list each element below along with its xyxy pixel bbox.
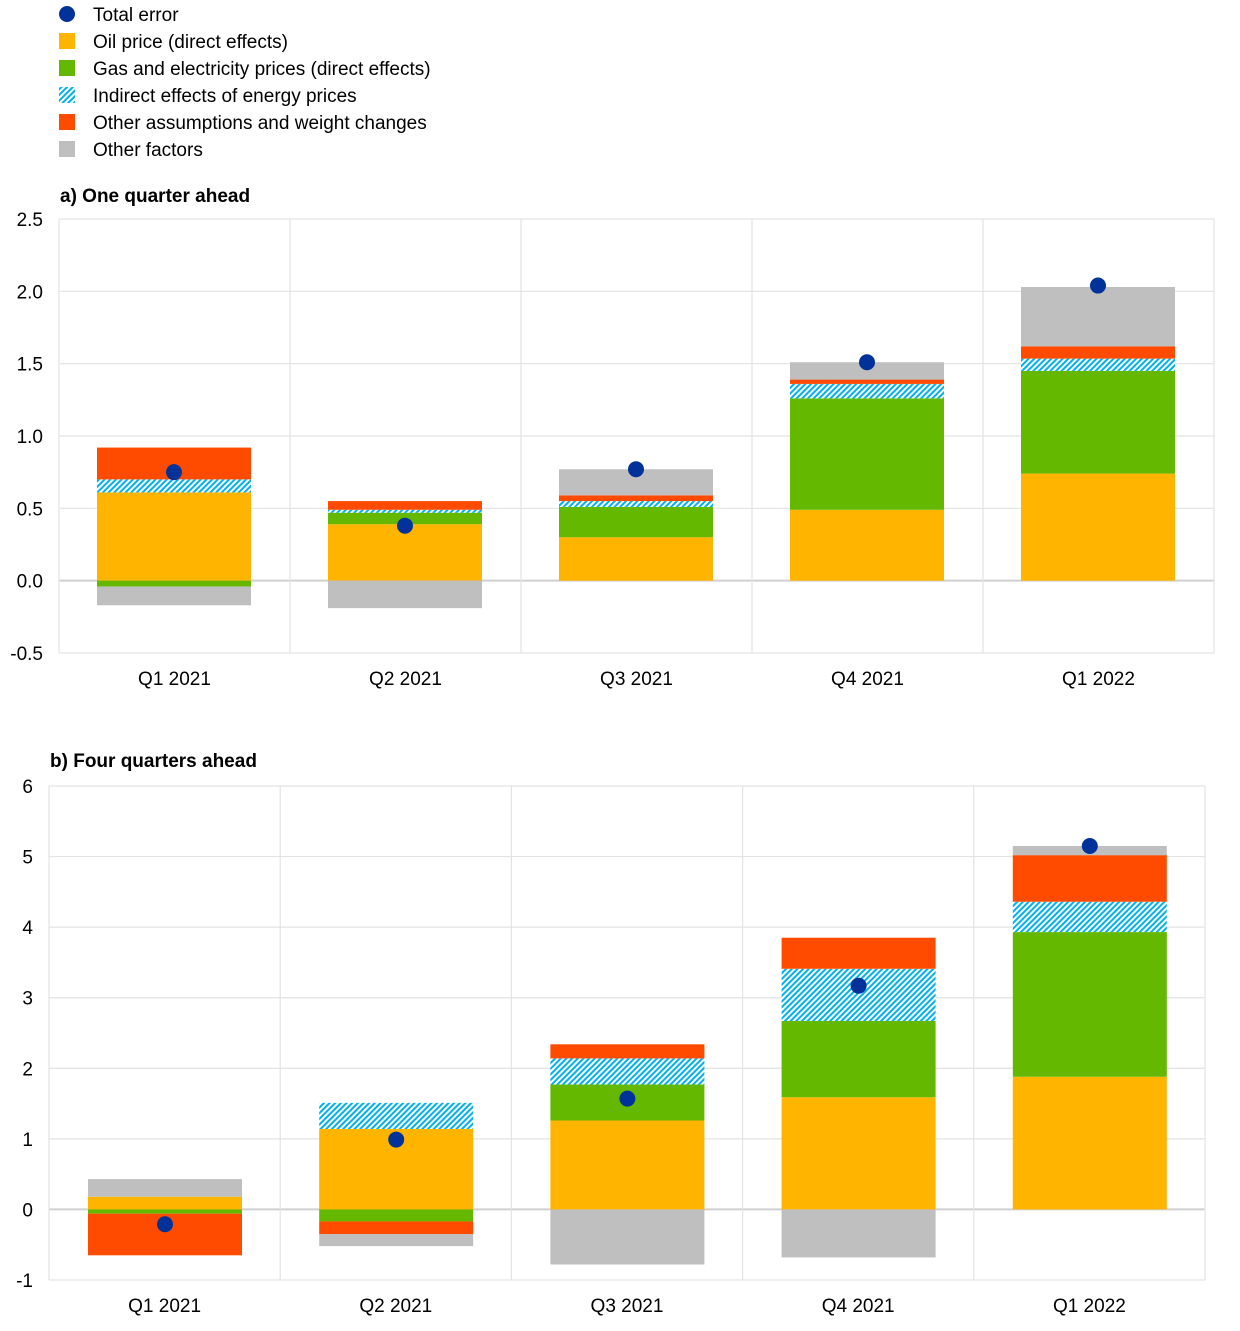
panel-title: b) Four quarters ahead xyxy=(50,751,257,772)
total-error-point xyxy=(166,464,182,481)
bar-segment-other_assumptions xyxy=(328,501,482,510)
legend: Total error Oil price (direct effects) Gas… xyxy=(59,5,431,161)
y-tick-label: 2.0 xyxy=(17,282,43,303)
bar-segment-indirect xyxy=(328,509,482,513)
bar-segment-other_assumptions xyxy=(1012,855,1167,902)
bar-segment-oil xyxy=(550,1120,705,1210)
bar-segment-other_factors xyxy=(790,362,944,380)
bar-segment-gas xyxy=(781,1021,936,1098)
legend-label: Indirect effects of energy prices xyxy=(93,86,357,107)
total-error-point xyxy=(397,517,413,534)
bar-segment-oil xyxy=(559,537,713,581)
bar-segment-gas xyxy=(319,1209,474,1222)
bar-segment-gas xyxy=(790,398,944,510)
x-tick-label: Q1 2022 xyxy=(1053,1296,1126,1317)
y-tick-label: 6 xyxy=(22,777,33,798)
bar-segment-other_assumptions xyxy=(319,1221,474,1235)
legend-marker-indirect xyxy=(59,87,75,103)
y-tick-label: 1.5 xyxy=(17,355,43,376)
legend-marker-other_assumptions xyxy=(59,114,75,130)
total-error-point xyxy=(859,354,875,371)
y-tick-label: 0.0 xyxy=(17,572,43,593)
bar-segment-indirect xyxy=(97,479,251,493)
y-tick-label: 2 xyxy=(22,1059,33,1080)
total-error-point xyxy=(1081,837,1098,854)
bar-segment-other_factors xyxy=(88,1179,242,1197)
legend-label: Total error xyxy=(93,5,179,26)
total-error-point xyxy=(619,1090,636,1107)
x-tick-label: Q1 2021 xyxy=(138,669,211,690)
bar-segment-other_factors xyxy=(328,580,482,609)
legend-marker-total_error xyxy=(59,6,75,22)
bar-segment-oil xyxy=(1021,473,1175,581)
bar-segment-other_assumptions xyxy=(781,937,936,969)
bar-segment-oil xyxy=(781,1097,936,1210)
y-tick-label: -0.5 xyxy=(10,644,43,665)
legend-label: Gas and electricity prices (direct effec… xyxy=(93,59,431,80)
bar-segment-other_factors xyxy=(781,1209,936,1258)
legend-label: Oil price (direct effects) xyxy=(93,32,288,53)
total-error-point xyxy=(850,977,867,994)
bar-segment-other_factors xyxy=(319,1234,474,1247)
y-tick-label: 3 xyxy=(22,989,33,1010)
x-tick-label: Q2 2021 xyxy=(359,1296,432,1317)
x-tick-label: Q4 2021 xyxy=(822,1296,895,1317)
y-tick-label: 2.5 xyxy=(17,210,43,231)
bar-segment-gas xyxy=(88,1209,242,1214)
bar-segment-oil xyxy=(97,492,251,581)
bar-segment-gas xyxy=(1021,370,1175,474)
bar-segment-other_assumptions xyxy=(790,379,944,384)
bar-segment-other_factors xyxy=(550,1209,705,1265)
bar-segment-other_assumptions xyxy=(550,1044,705,1059)
bar-segment-gas xyxy=(97,580,251,587)
legend-marker-gas xyxy=(59,60,75,76)
x-tick-label: Q2 2021 xyxy=(369,669,442,690)
x-tick-label: Q4 2021 xyxy=(831,669,904,690)
bar-segment-other_assumptions xyxy=(1021,346,1175,359)
bar-segment-indirect xyxy=(1021,358,1175,371)
legend-label: Other assumptions and weight changes xyxy=(93,113,427,134)
total-error-point xyxy=(628,461,644,478)
y-tick-label: 4 xyxy=(22,918,33,939)
x-tick-label: Q3 2021 xyxy=(600,669,673,690)
y-tick-label: 5 xyxy=(22,848,33,869)
bar-segment-oil xyxy=(790,509,944,581)
bar-segment-gas xyxy=(1012,932,1167,1077)
legend-marker-oil xyxy=(59,33,75,49)
x-tick-label: Q3 2021 xyxy=(591,1296,664,1317)
y-tick-label: -1 xyxy=(16,1271,33,1292)
y-tick-label: 0.5 xyxy=(17,499,43,520)
panel-four-quarters-ahead: b) Four quarters ahead -1 0 1 2 3 4 5 6 Q1 2021 Q2… xyxy=(16,751,1206,1317)
x-tick-label: Q1 2021 xyxy=(128,1296,201,1317)
legend-marker-other_factors xyxy=(59,141,75,157)
total-error-point xyxy=(157,1216,173,1233)
bar-segment-oil xyxy=(1012,1076,1167,1210)
bar-segment-gas xyxy=(559,506,713,538)
panel-title: a) One quarter ahead xyxy=(60,186,250,207)
bar-segment-oil xyxy=(88,1196,242,1210)
bar-segment-indirect xyxy=(790,383,944,399)
y-tick-label: 0 xyxy=(22,1200,33,1221)
bar-segment-indirect xyxy=(781,968,936,1022)
bar-segment-other_assumptions xyxy=(559,495,713,502)
bar-segment-indirect xyxy=(319,1102,474,1129)
legend-label: Other factors xyxy=(93,140,203,161)
y-tick-label: 1.0 xyxy=(17,427,43,448)
panel-one-quarter-ahead: a) One quarter ahead -0.5 0.0 0.5 1.0 1.5 2.0 2… xyxy=(10,186,1215,690)
total-error-point xyxy=(1090,277,1106,294)
bar-segment-indirect xyxy=(559,501,713,507)
bar-segment-indirect xyxy=(1012,901,1167,933)
total-error-point xyxy=(388,1131,405,1148)
y-tick-label: 1 xyxy=(22,1130,33,1151)
bar-segment-indirect xyxy=(550,1058,705,1085)
x-tick-label: Q1 2022 xyxy=(1062,669,1135,690)
bar-segment-other_factors xyxy=(97,586,251,606)
bar-segment-other_factors xyxy=(1021,286,1175,347)
